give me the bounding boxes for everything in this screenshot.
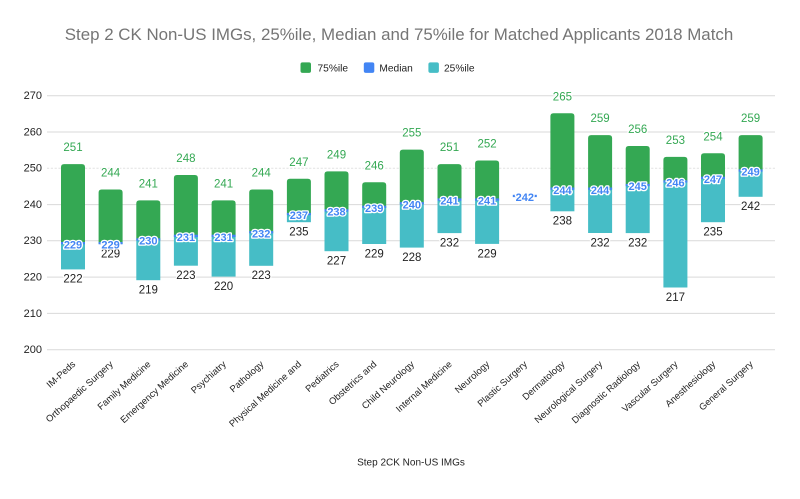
svg-text:251: 251 [440, 142, 459, 154]
svg-text:200: 200 [24, 344, 42, 356]
svg-text:229: 229 [64, 239, 82, 251]
svg-text:241: 241 [440, 196, 458, 208]
svg-text:235: 235 [289, 227, 308, 239]
svg-text:Step 2 CK Non-US IMGs, 25%ile,: Step 2 CK Non-US IMGs, 25%ile, Median an… [65, 25, 733, 44]
svg-text:259: 259 [741, 113, 760, 125]
svg-text:232: 232 [252, 228, 270, 240]
svg-text:250: 250 [24, 163, 42, 175]
svg-text:75%ile: 75%ile [318, 64, 349, 75]
svg-text:241: 241 [478, 196, 496, 208]
svg-text:247: 247 [704, 174, 722, 186]
svg-text:222: 222 [63, 274, 82, 286]
svg-text:230: 230 [24, 235, 42, 247]
svg-text:239: 239 [365, 203, 383, 215]
svg-text:241: 241 [214, 179, 233, 191]
svg-text:220: 220 [24, 272, 42, 284]
svg-text:238: 238 [327, 207, 345, 219]
svg-text:229: 229 [365, 248, 384, 260]
svg-text:253: 253 [666, 135, 685, 147]
svg-text:232: 232 [591, 237, 610, 249]
svg-text:240: 240 [403, 199, 421, 211]
svg-text:249: 249 [741, 167, 759, 179]
svg-text:227: 227 [327, 256, 346, 268]
svg-text:246: 246 [666, 178, 684, 190]
svg-text:25%ile: 25%ile [444, 64, 475, 75]
svg-text:242: 242 [741, 201, 760, 213]
svg-text:235: 235 [703, 227, 722, 239]
svg-text:265: 265 [553, 91, 572, 103]
svg-text:228: 228 [402, 252, 421, 264]
svg-text:238: 238 [553, 216, 572, 228]
svg-text:219: 219 [139, 285, 158, 297]
svg-text:240: 240 [24, 199, 42, 211]
svg-text:246: 246 [365, 160, 384, 172]
svg-text:251: 251 [63, 142, 82, 154]
svg-text:270: 270 [24, 90, 42, 102]
svg-text:248: 248 [176, 153, 195, 165]
svg-text:242: 242 [516, 192, 534, 204]
svg-text:244: 244 [252, 168, 272, 180]
svg-text:244: 244 [101, 168, 121, 180]
svg-text:249: 249 [327, 150, 346, 162]
svg-text:254: 254 [703, 131, 723, 143]
svg-text:Step 2CK Non-US IMGs: Step 2CK Non-US IMGs [357, 458, 465, 469]
svg-text:252: 252 [478, 139, 497, 151]
svg-text:245: 245 [629, 181, 647, 193]
svg-text:231: 231 [177, 232, 195, 244]
svg-text:Median: Median [379, 64, 412, 75]
svg-text:241: 241 [139, 179, 158, 191]
svg-text:229: 229 [101, 248, 120, 260]
svg-text:223: 223 [176, 270, 195, 282]
svg-text:210: 210 [24, 308, 42, 320]
svg-text:259: 259 [591, 113, 610, 125]
svg-text:231: 231 [214, 232, 232, 244]
svg-text:247: 247 [289, 157, 308, 169]
svg-text:230: 230 [139, 236, 157, 248]
svg-text:232: 232 [440, 237, 459, 249]
svg-text:255: 255 [402, 128, 421, 140]
svg-text:256: 256 [628, 124, 647, 136]
svg-text:260: 260 [24, 126, 42, 138]
svg-text:229: 229 [478, 248, 497, 260]
svg-text:223: 223 [252, 270, 271, 282]
svg-text:220: 220 [214, 281, 233, 293]
svg-text:229: 229 [101, 239, 119, 251]
svg-text:244: 244 [553, 185, 572, 197]
svg-text:217: 217 [666, 292, 685, 304]
svg-text:237: 237 [290, 210, 308, 222]
svg-text:232: 232 [628, 237, 647, 249]
svg-text:244: 244 [591, 185, 610, 197]
